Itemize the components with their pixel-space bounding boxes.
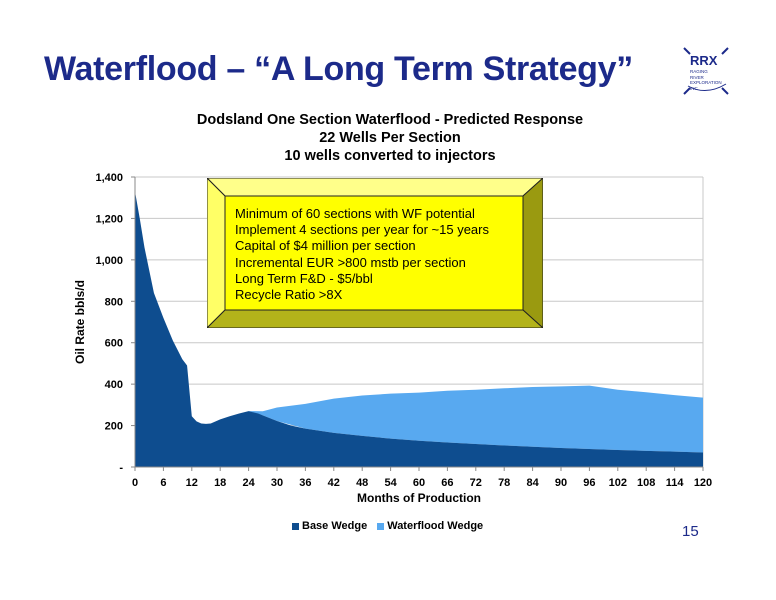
chart-subtitle-line: 22 Wells Per Section bbox=[319, 130, 461, 146]
callout-line: Long Term F&D - $5/bbl bbox=[235, 270, 373, 286]
callout-line: Implement 4 sections per year for ~15 ye… bbox=[235, 222, 489, 238]
x-tick-label: 72 bbox=[470, 477, 482, 489]
callout-line: Recycle Ratio >8X bbox=[235, 287, 343, 303]
chart-title-line: Dodsland One Section Waterflood - Predic… bbox=[196, 112, 584, 128]
y-tick-label: 800 bbox=[105, 296, 123, 308]
x-tick-label: 18 bbox=[214, 477, 226, 489]
y-tick-label: 1,400 bbox=[95, 172, 123, 184]
callout-bevel-frame bbox=[207, 178, 543, 328]
logo-letters: RRX bbox=[690, 53, 718, 68]
legend-swatch bbox=[377, 522, 385, 530]
y-tick-label: 200 bbox=[105, 421, 123, 433]
callout-line: Capital of $4 million per section bbox=[235, 238, 416, 254]
chart-subtitle-line: 10 wells converted to injectors bbox=[284, 148, 496, 164]
x-tick-label: 102 bbox=[609, 477, 627, 489]
x-tick-label: 84 bbox=[526, 477, 539, 489]
x-axis-label: Months of Production bbox=[357, 491, 481, 505]
logo-swoosh-icon bbox=[683, 47, 729, 95]
x-tick-label: 120 bbox=[694, 477, 712, 489]
callout-line: Minimum of 60 sections with WF potential bbox=[235, 206, 475, 221]
y-tick-label: - bbox=[119, 462, 123, 474]
x-tick-label: 0 bbox=[132, 477, 138, 489]
x-tick-label: 96 bbox=[583, 477, 595, 489]
y-tick-label: 400 bbox=[105, 379, 123, 391]
y-tick-label: 1,000 bbox=[95, 255, 123, 267]
legend-swatch bbox=[292, 522, 299, 530]
logo-subtext: Raging River Exploration Inc. bbox=[690, 69, 722, 91]
chart-legend: Base Wedge Waterflood Wedge bbox=[292, 520, 493, 532]
area-base-wedge bbox=[135, 191, 703, 467]
x-tick-label: 6 bbox=[160, 477, 166, 489]
chart-title: Dodsland One Section Waterflood - Predic… bbox=[160, 111, 620, 165]
callout-text: Minimum of 60 sections with WF potential… bbox=[235, 206, 489, 303]
x-tick-label: 48 bbox=[356, 477, 368, 489]
x-tick-label: 90 bbox=[555, 477, 567, 489]
y-axis-label: Oil Rate bbls/d bbox=[73, 280, 87, 364]
x-tick-label: 66 bbox=[441, 477, 453, 489]
page-number: 15 bbox=[682, 523, 699, 540]
legend-item-base-wedge: Base Wedge bbox=[292, 520, 367, 532]
company-logo: RRX Raging River Exploration Inc. bbox=[676, 44, 736, 98]
x-tick-label: 24 bbox=[242, 477, 255, 489]
x-tick-label: 12 bbox=[186, 477, 198, 489]
x-tick-label: 30 bbox=[271, 477, 283, 489]
x-tick-label: 60 bbox=[413, 477, 425, 489]
x-tick-label: 54 bbox=[384, 477, 397, 489]
axes: - 200 400 600 800 1,000 1,200 1,400 0 6 12 18 24 30 36… bbox=[95, 172, 712, 489]
x-tick-label: 78 bbox=[498, 477, 510, 489]
legend-label: Base Wedge bbox=[302, 520, 368, 532]
legend-label: Waterflood Wedge bbox=[387, 520, 484, 532]
chart-areas bbox=[135, 191, 703, 467]
x-tick-label: 114 bbox=[666, 477, 685, 489]
callout-line: Incremental EUR >800 mstb per section bbox=[235, 254, 466, 270]
legend-item-waterflood-wedge: Waterflood Wedge bbox=[377, 520, 483, 532]
x-tick-label: 42 bbox=[328, 477, 340, 489]
x-tick-label: 36 bbox=[299, 477, 311, 489]
callout-box: Minimum of 60 sections with WF potential… bbox=[207, 178, 543, 328]
area-waterflood-wedge bbox=[248, 385, 703, 453]
x-tick-label: 108 bbox=[637, 477, 655, 489]
y-tick-label: 600 bbox=[105, 338, 123, 350]
y-tick-label: 1,200 bbox=[95, 213, 123, 225]
slide-title: Waterflood – “A Long Term Strategy” bbox=[44, 50, 633, 88]
